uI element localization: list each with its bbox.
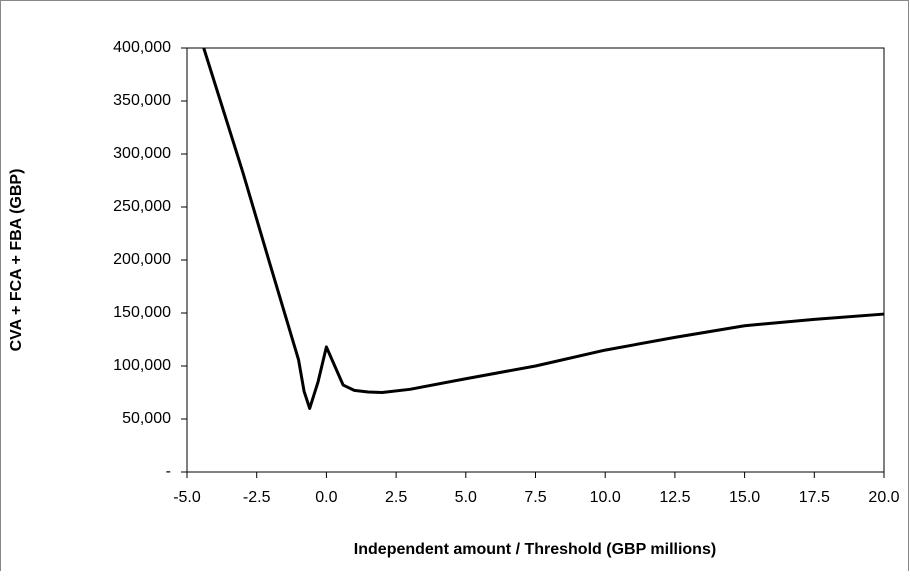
y-tick-label: 350,000 (113, 92, 171, 109)
y-tick-label: 400,000 (113, 39, 171, 56)
x-tick-label: 15.0 (729, 489, 760, 506)
y-tick-label: 50,000 (122, 410, 171, 427)
x-tick-label: 0.0 (315, 489, 337, 506)
y-axis-title: CVA + FCA + FBA (GBP) (8, 169, 25, 352)
y-tick-label: 100,000 (113, 357, 171, 374)
x-tick-label: 20.0 (868, 489, 899, 506)
x-tick-label: -2.5 (243, 489, 271, 506)
plot-area (186, 47, 885, 473)
y-tick-label: 150,000 (113, 304, 171, 321)
y-tick-label: - (166, 463, 171, 480)
x-axis-title: Independent amount / Threshold (GBP mill… (354, 541, 716, 558)
y-tick-label: 200,000 (113, 251, 171, 268)
x-tick-label: -5.0 (173, 489, 201, 506)
y-tick-label: 250,000 (113, 198, 171, 215)
y-tick-label: 300,000 (113, 145, 171, 162)
x-tick-label: 17.5 (799, 489, 830, 506)
x-tick-label: 2.5 (385, 489, 407, 506)
x-tick-label: 12.5 (659, 489, 690, 506)
x-tick-label: 7.5 (524, 489, 546, 506)
x-tick-label: 10.0 (590, 489, 621, 506)
x-tick-label: 5.0 (455, 489, 477, 506)
data-line (202, 47, 885, 410)
